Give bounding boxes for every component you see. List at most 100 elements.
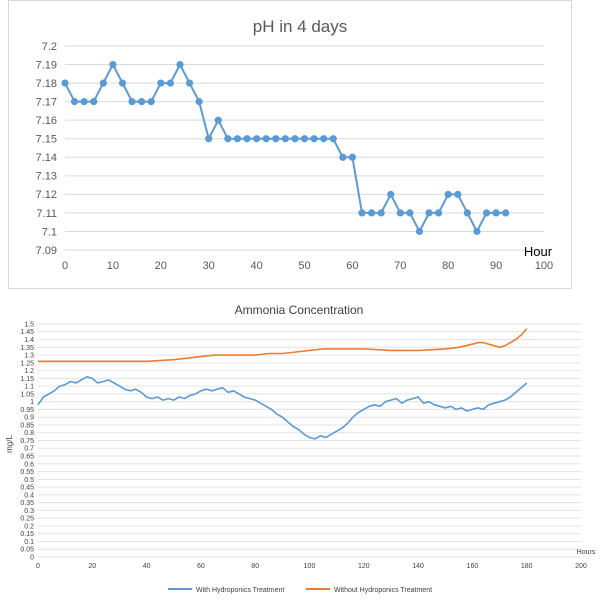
legend-label-with-hydroponics: With Hydroponics Treatment [196, 587, 284, 594]
ph-x-tick-label: 40 [250, 260, 262, 272]
ammonia-y-tick-label: 1 [30, 399, 34, 406]
ammonia-y-tick-label: 0.15 [20, 531, 34, 538]
ph-y-tick-label: 7.16 [36, 115, 57, 127]
ammonia-y-tick-label: 0.2 [24, 523, 34, 530]
ammonia-y-tick-label: 0.05 [20, 547, 34, 554]
ph-data-point [70, 98, 79, 106]
ph-data-point [272, 135, 280, 143]
ph-y-tick-label: 7.17 [36, 96, 57, 108]
ph-data-point [61, 79, 69, 87]
ph-y-tick-label: 7.11 [36, 208, 57, 220]
ph-data-point [348, 153, 356, 161]
ph-data-point [387, 190, 395, 198]
ph-x-tick-label: 70 [394, 260, 406, 272]
ammonia-series-line-0 [37, 376, 528, 440]
ph-data-point [224, 135, 232, 143]
ammonia-y-tick-label: 0.8 [24, 430, 34, 437]
ph-chart-title: pH in 4 days [253, 17, 348, 36]
ph-x-tick-label: 30 [203, 260, 215, 272]
ph-data-point [205, 135, 213, 143]
ammonia-x-axis-label: Hours [577, 549, 596, 556]
ammonia-x-tick-label: 100 [304, 563, 316, 570]
ammonia-y-tick-label: 1.45 [20, 329, 34, 336]
ammonia-y-tick-label: 1.3 [24, 353, 34, 360]
ammonia-x-tick-label: 60 [197, 563, 205, 570]
ammonia-y-tick-label: 0.55 [20, 469, 34, 476]
ammonia-y-tick-label: 1.1 [24, 384, 34, 391]
ph-chart-frame [8, 0, 572, 289]
ammonia-gridlines [38, 323, 581, 558]
ph-data-point [310, 135, 318, 143]
ph-data-point [118, 79, 127, 87]
ph-y-tick-labels: 7.09 7.1 7.11 7.12 7.13 7.14 7.15 7.16 7.17 7.18 7… [36, 41, 57, 257]
ammonia-y-tick-label: 1.5 [24, 321, 34, 328]
ph-y-tick-label: 7.1 [42, 226, 57, 238]
ph-data-point [166, 79, 174, 87]
ammonia-y-axis-label: mg/L [5, 435, 14, 453]
ph-x-tick-label: 90 [490, 260, 502, 272]
ph-data-point [176, 60, 184, 69]
ammonia-y-tick-label: 0.95 [20, 407, 34, 414]
ph-data-point [138, 98, 146, 106]
ph-data-point [253, 135, 261, 143]
ph-data-point [358, 209, 366, 217]
ph-data-point [377, 209, 385, 217]
ph-data-point [99, 79, 107, 87]
ph-data-point [262, 135, 270, 143]
ph-x-tick-label: 80 [442, 260, 454, 272]
ph-x-tick-label: 0 [62, 260, 68, 272]
ammonia-chart-svg: Ammonia Concentration 00.050.10.150.20.2… [5, 303, 596, 594]
ph-data-point [473, 227, 481, 236]
ph-y-tick-label: 7.14 [36, 152, 57, 164]
ammonia-x-tick-label: 120 [358, 563, 370, 570]
ammonia-series [37, 328, 528, 440]
ammonia-x-tick-label: 20 [88, 563, 96, 570]
ammonia-x-tick-label: 0 [36, 563, 40, 570]
ph-data-point [396, 209, 404, 217]
ph-data-point [502, 209, 510, 217]
ph-data-point [435, 209, 443, 217]
ph-data-point [329, 135, 337, 143]
ph-data-point [415, 227, 424, 236]
ammonia-y-tick-label: 0.65 [20, 453, 34, 460]
ammonia-y-tick-label: 0.9 [24, 415, 34, 422]
ph-data-point [185, 79, 194, 87]
ph-data-point [109, 60, 117, 69]
ph-x-tick-label: 100 [535, 260, 553, 272]
ph-data-point [406, 209, 414, 217]
ph-data-point [243, 135, 251, 143]
ph-data-point [300, 135, 309, 143]
ph-y-tick-label: 7.13 [36, 171, 57, 183]
ammonia-y-tick-label: 0.85 [20, 422, 34, 429]
ammonia-y-tick-label: 0.75 [20, 438, 34, 445]
ammonia-y-tick-label: 0.5 [24, 477, 34, 484]
ph-x-tick-label: 20 [155, 260, 167, 272]
ammonia-y-tick-label: 0.4 [24, 492, 34, 499]
ph-data-point [214, 116, 222, 124]
ammonia-y-tick-label: 1.05 [20, 391, 34, 398]
ammonia-x-tick-label: 80 [251, 563, 259, 570]
ammonia-x-tick-label: 40 [143, 563, 151, 570]
ph-data-point [367, 209, 376, 217]
ammonia-series-line-1 [38, 328, 528, 363]
ammonia-y-tick-label: 1.35 [20, 345, 34, 352]
ammonia-y-tick-label: 0.6 [24, 461, 34, 468]
ph-y-tick-label: 7.15 [36, 134, 57, 146]
ph-data-point [128, 98, 136, 106]
ammonia-y-tick-label: 1.25 [20, 360, 34, 367]
ammonia-chart-title: Ammonia Concentration [235, 303, 364, 317]
ph-x-tick-label: 60 [346, 260, 358, 272]
ammonia-y-tick-label: 0.7 [24, 446, 34, 453]
ammonia-legend: With Hydroponics Treatment Without Hydro… [168, 587, 432, 594]
ammonia-y-tick-label: 0.35 [20, 500, 34, 507]
ph-data-point [90, 98, 98, 106]
ph-data-point [444, 190, 452, 198]
ammonia-x-tick-label: 160 [467, 563, 479, 570]
ph-data-point [425, 209, 433, 217]
ammonia-x-tick-label: 180 [521, 563, 533, 570]
ammonia-y-tick-label: 0.25 [20, 516, 34, 523]
ph-data-point [147, 98, 155, 106]
ph-data-point [482, 209, 491, 217]
ammonia-x-tick-label: 140 [412, 563, 424, 570]
ph-y-tick-label: 7.19 [36, 59, 57, 71]
